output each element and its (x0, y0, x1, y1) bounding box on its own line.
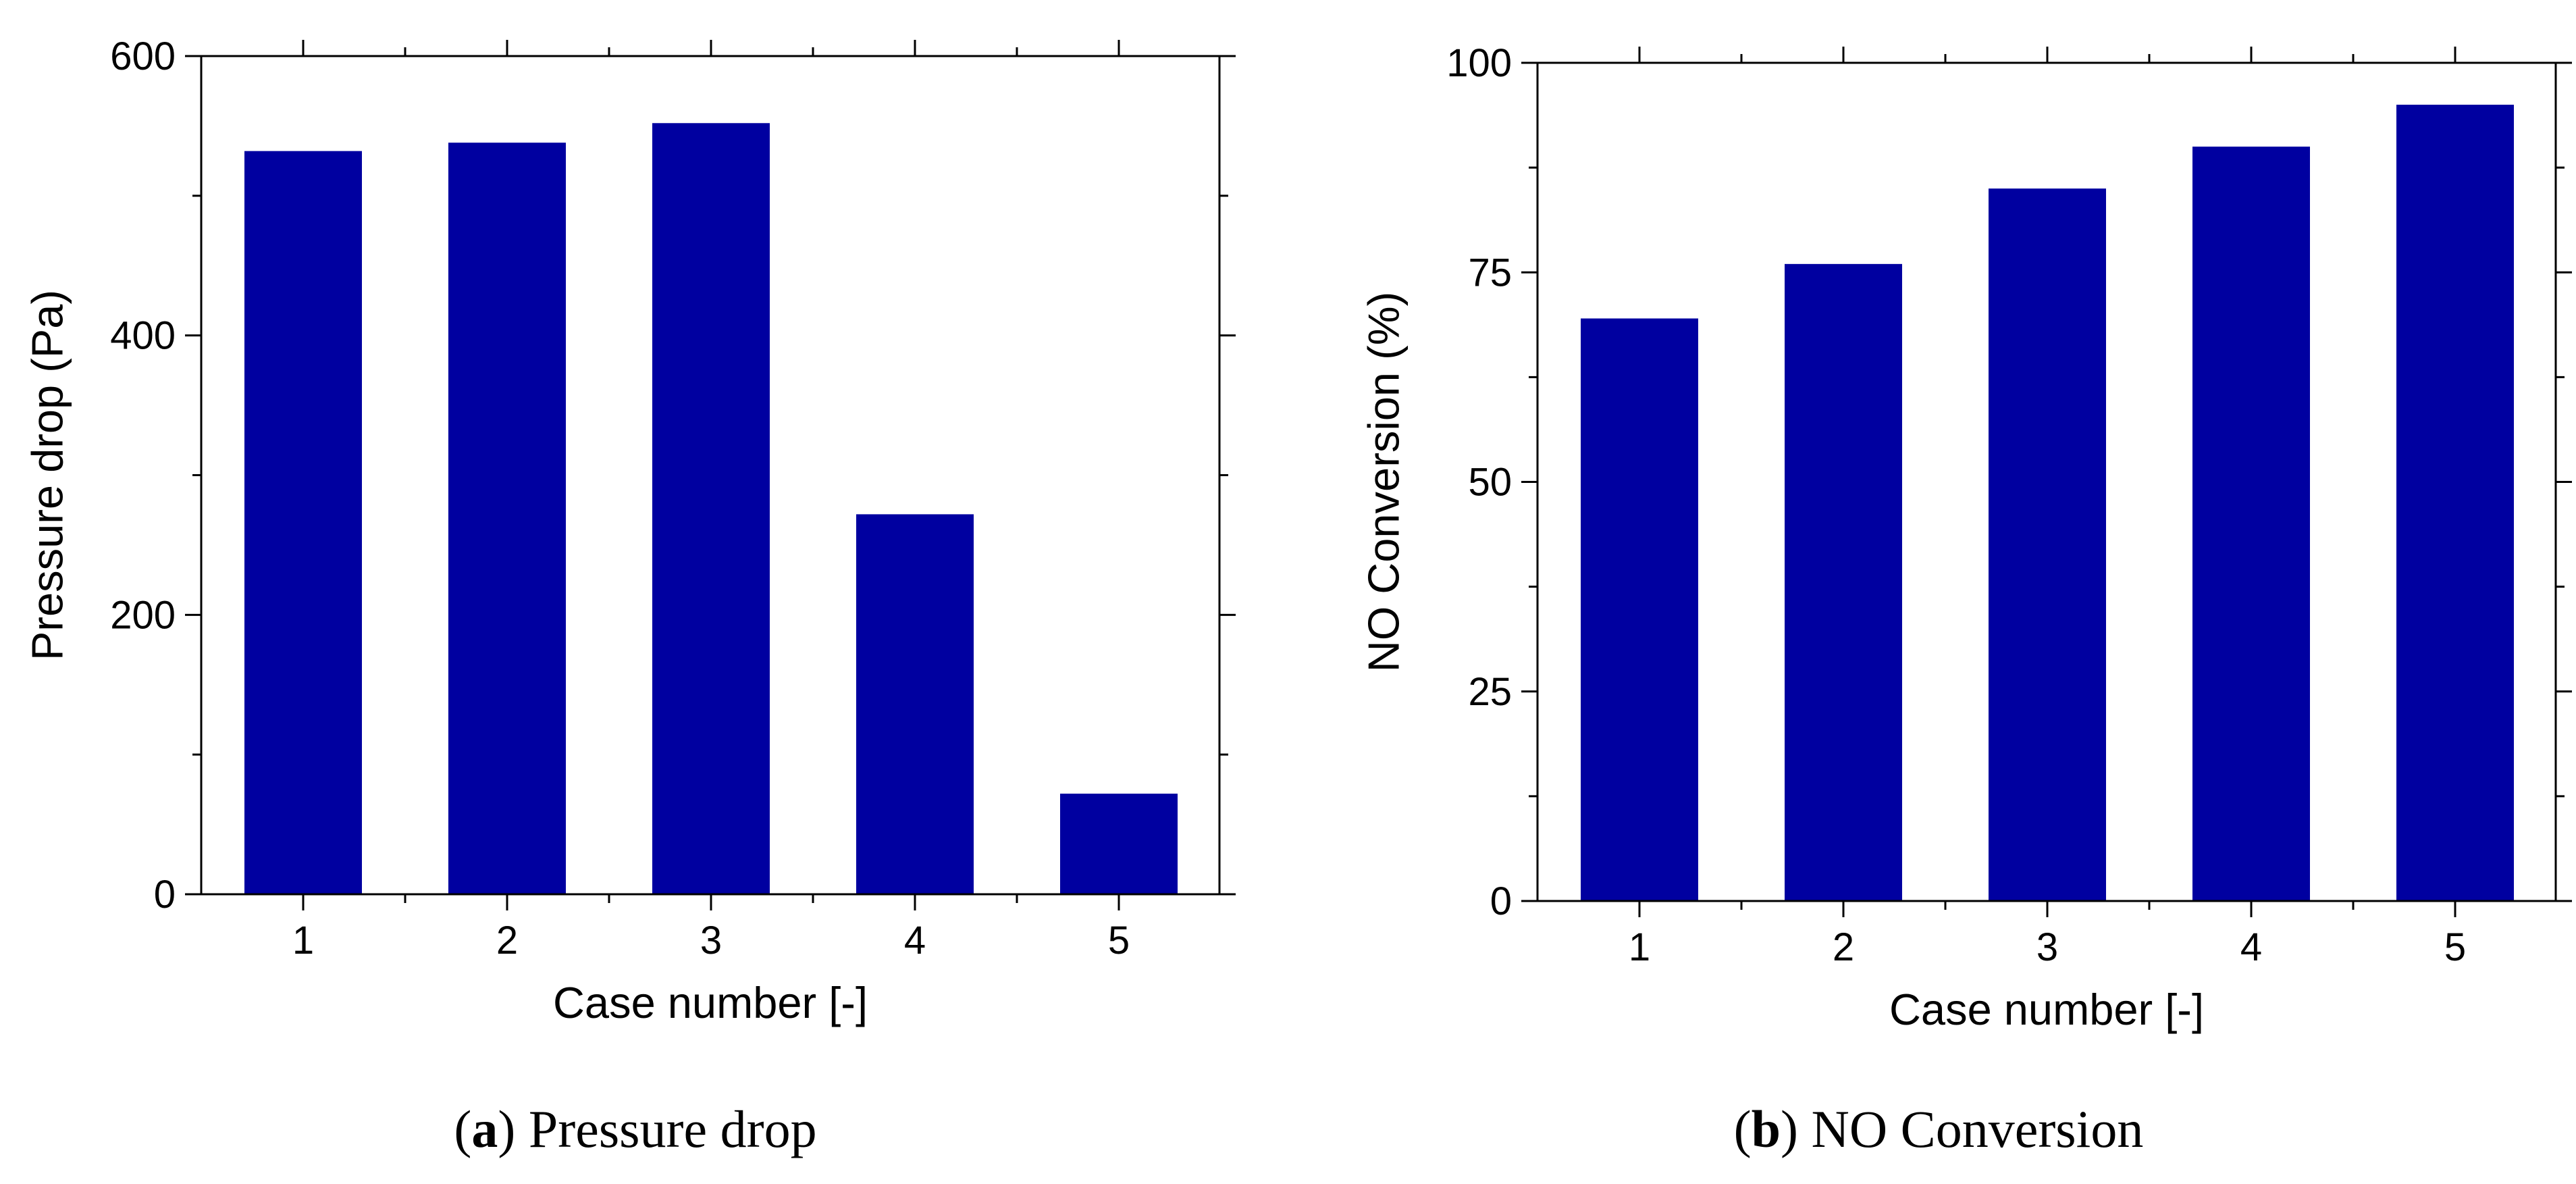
x-tick-label-5: 5 (1108, 919, 1130, 962)
x-tick-label-1: 1 (292, 919, 314, 962)
x-tick-label-3: 3 (700, 919, 722, 962)
y-tick-label: 0 (154, 873, 176, 917)
x-axis-title: Case number [-] (1889, 985, 2204, 1034)
bar-2 (1785, 263, 1902, 902)
x-tick-label-3: 3 (2036, 925, 2058, 969)
bar-4 (2192, 147, 2310, 902)
y-tick-label: 25 (1468, 670, 1512, 714)
bar-4 (856, 514, 974, 894)
x-tick-label-5: 5 (2444, 925, 2466, 969)
y-tick-label: 400 (110, 314, 176, 358)
caption-b: (b) NO Conversion (1734, 1100, 2144, 1158)
chart-pressure-drop: 0 200 400 600 1 2 3 4 5 Case number [-] Pressure d… (23, 34, 1236, 1027)
bar-1 (1581, 318, 1698, 901)
bar-5 (1060, 794, 1178, 894)
bar-1 (244, 151, 362, 894)
x-tick-label-2: 2 (496, 919, 518, 962)
y-axis-title: Pressure drop (Pa) (23, 290, 72, 661)
x-axis-title: Case number [-] (553, 978, 868, 1027)
y-tick-label: 50 (1468, 461, 1512, 505)
y-tick-label: 75 (1468, 251, 1512, 294)
chart-no-conversion: 0 25 50 75 100 1 2 3 4 5 Case number [-] NO Convers… (1359, 41, 2572, 1034)
bar-5 (2396, 105, 2514, 901)
y-axis-title: NO Conversion (%) (1359, 292, 1409, 672)
y-tick-label: 200 (110, 593, 176, 637)
x-tick-label-4: 4 (2240, 925, 2262, 969)
bar-2 (448, 143, 566, 894)
y-tick-label: 100 (1446, 41, 1512, 85)
caption-a: (a) Pressure drop (454, 1100, 816, 1158)
x-tick-label-1: 1 (1629, 925, 1650, 969)
x-tick-label-4: 4 (904, 919, 926, 962)
bar-3 (652, 123, 770, 894)
bar-3 (1989, 188, 2106, 901)
x-tick-label-2: 2 (1833, 925, 1854, 969)
y-tick-label: 0 (1490, 879, 1512, 923)
y-tick-label: 600 (110, 34, 176, 78)
